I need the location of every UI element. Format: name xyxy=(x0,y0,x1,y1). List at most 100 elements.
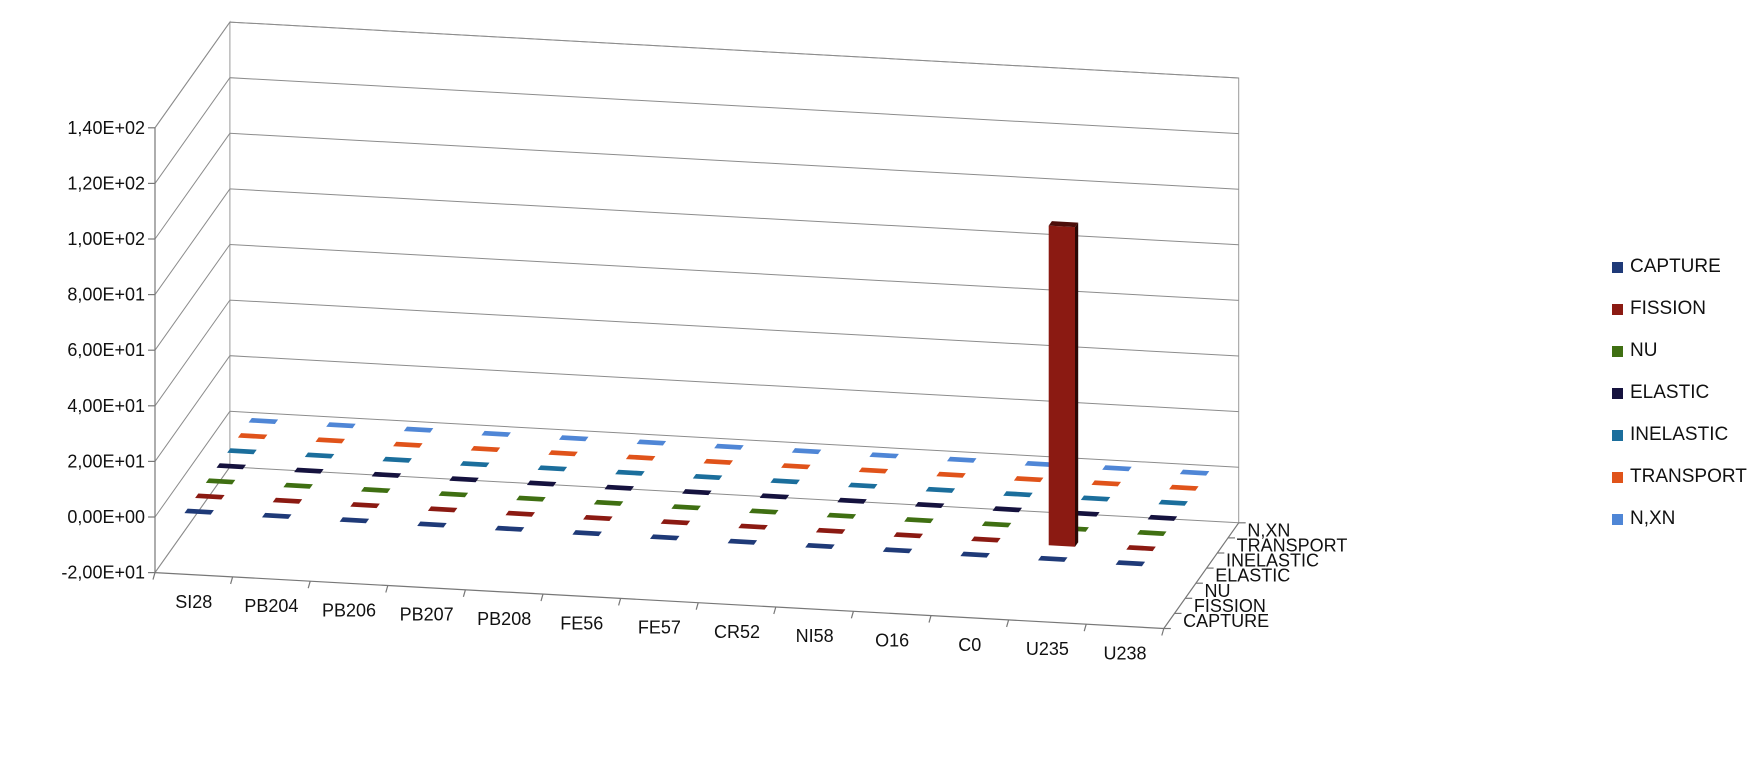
column-cap xyxy=(559,435,589,442)
column-n-xn-u235 xyxy=(1102,465,1132,472)
column-cap xyxy=(216,463,246,470)
column-cap xyxy=(417,521,447,528)
column-cap xyxy=(361,487,391,493)
column-cap xyxy=(339,517,370,524)
column-transport-pb208 xyxy=(548,450,578,457)
x-tick-mark xyxy=(850,611,854,619)
column-transport-o16 xyxy=(936,471,966,478)
column-n-xn-ni58 xyxy=(869,452,899,459)
column-cap xyxy=(815,527,846,534)
column-cap xyxy=(869,452,899,459)
column-n-xn-si28 xyxy=(248,418,279,424)
data-columns xyxy=(184,221,1210,567)
column-cap xyxy=(1137,530,1167,536)
x-tick-label: PB208 xyxy=(477,609,531,629)
column-fission-fe57 xyxy=(660,519,691,526)
column-transport-cr52 xyxy=(781,463,811,470)
column-inelastic-pb206 xyxy=(382,456,412,463)
legend-label: FISSION xyxy=(1630,298,1707,319)
legend-label: CAPTURE xyxy=(1630,256,1721,277)
legend-swatch xyxy=(1612,429,1623,441)
column-cap xyxy=(481,430,511,437)
column-cap xyxy=(882,547,913,554)
column-inelastic-fe57 xyxy=(692,474,723,480)
x-tick-mark xyxy=(385,585,389,593)
column-cap xyxy=(283,482,313,489)
column-capture-fe56 xyxy=(572,530,602,537)
column-elastic-o16 xyxy=(914,502,945,508)
legend-label: ELASTIC xyxy=(1630,382,1710,403)
column-cap xyxy=(971,536,1001,543)
column-cap xyxy=(593,499,624,506)
column-cap xyxy=(526,480,557,487)
column-cap xyxy=(848,482,878,489)
x-tick-label: NI58 xyxy=(796,626,834,646)
column-cap xyxy=(537,465,568,472)
column-inelastic-fe56 xyxy=(615,469,645,476)
column-n-xn-pb207 xyxy=(481,430,511,437)
gridline xyxy=(154,410,1239,518)
column-nu-cr52 xyxy=(749,508,779,515)
legend-label: TRANSPORT xyxy=(1630,466,1747,487)
x-tick-label: U238 xyxy=(1103,643,1146,663)
column-elastic-pb207 xyxy=(449,476,479,483)
y-tick-label: 1,00E+02 xyxy=(67,229,145,249)
column-fission-u235 xyxy=(1048,221,1079,547)
column-capture-fe57 xyxy=(650,534,680,541)
legend-swatch xyxy=(1612,471,1623,483)
x-tick-mark xyxy=(618,598,622,606)
column-cap xyxy=(1038,555,1068,562)
column-capture-cr52 xyxy=(727,538,758,545)
column-nu-pb208 xyxy=(516,495,546,502)
column-cap xyxy=(1091,480,1121,487)
column-fission-cr52 xyxy=(738,523,768,530)
x-tick-mark xyxy=(695,602,699,610)
legend-swatch xyxy=(1612,261,1623,273)
column-cap xyxy=(427,506,458,513)
column-transport-ni58 xyxy=(858,467,889,474)
column-cap xyxy=(516,495,546,502)
depth-tick-label: N,XN xyxy=(1247,520,1290,540)
column-elastic-pb206 xyxy=(371,471,402,478)
column-cap xyxy=(625,454,656,461)
y-tick-label: 4,00E+01 xyxy=(67,396,145,416)
depth-axis-tick-labels: CAPTUREFISSIONNUELASTICINELASTICTRANSPOR… xyxy=(1183,520,1347,631)
column-cap xyxy=(1147,514,1178,521)
column-cap xyxy=(615,469,645,476)
column-inelastic-pb204 xyxy=(304,452,335,459)
column-n-xn-u238 xyxy=(1179,469,1210,476)
gridline xyxy=(154,188,1239,295)
column-transport-u238 xyxy=(1169,484,1199,491)
column-cap xyxy=(781,463,811,470)
column-cap xyxy=(714,443,744,450)
column-cap xyxy=(350,502,380,509)
column-cap xyxy=(227,448,257,455)
column-cap xyxy=(981,521,1012,528)
x-tick-mark xyxy=(540,593,544,602)
column-n-xn-pb204 xyxy=(326,422,356,429)
column-transport-pb204 xyxy=(315,437,345,444)
legend-item: CAPTURE xyxy=(1612,246,1762,288)
column-nu-si28 xyxy=(205,478,236,485)
column-n-xn-fe57 xyxy=(714,443,744,450)
y-tick-label: -2,00E+01 xyxy=(61,563,145,583)
column-cap xyxy=(449,476,479,483)
column-cap xyxy=(738,523,768,530)
gridline xyxy=(154,243,1239,351)
column-inelastic-pb208 xyxy=(537,465,568,472)
column-cap xyxy=(262,512,292,519)
column-elastic-fe57 xyxy=(682,489,712,496)
x-tick-label: C0 xyxy=(958,635,981,655)
column-inelastic-cr52 xyxy=(770,478,800,485)
column-cap xyxy=(837,497,867,504)
column-cap xyxy=(904,517,934,524)
column-cap xyxy=(660,519,691,526)
column-cap xyxy=(1169,484,1199,491)
column-cap xyxy=(248,418,279,424)
column-cap xyxy=(371,471,402,478)
column-capture-pb207 xyxy=(417,521,447,528)
column-transport-pb207 xyxy=(470,446,501,452)
x-tick-label: FE56 xyxy=(560,613,603,633)
legend-label: N,XN xyxy=(1630,508,1676,529)
depth-tick-label: INELASTIC xyxy=(1226,551,1319,571)
